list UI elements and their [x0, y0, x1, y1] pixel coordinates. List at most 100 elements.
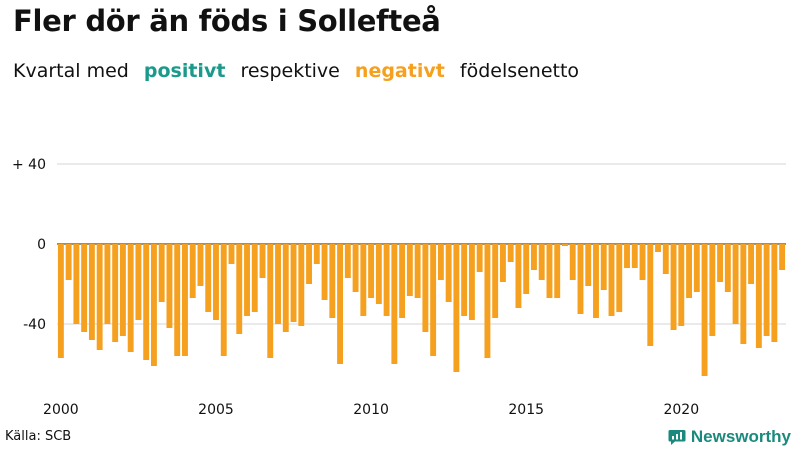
bar	[484, 244, 491, 358]
bar	[647, 244, 654, 346]
bar	[251, 244, 258, 312]
bar	[236, 244, 243, 334]
bar	[406, 244, 413, 296]
bar	[197, 244, 204, 286]
bar	[88, 244, 95, 340]
bar	[112, 244, 119, 342]
bar	[763, 244, 770, 336]
x-tick-label: 2005	[198, 402, 234, 418]
bar	[119, 244, 126, 336]
bar	[337, 244, 344, 364]
subtitle-suffix: födelsenetto	[459, 60, 580, 82]
bar	[244, 244, 250, 316]
bar	[259, 244, 266, 278]
bar	[166, 244, 173, 328]
bar	[531, 244, 537, 270]
bar	[430, 244, 437, 356]
bar	[414, 244, 421, 298]
bar	[399, 244, 406, 318]
x-tick-label: 2015	[508, 402, 544, 418]
bar	[96, 244, 103, 350]
bar	[655, 244, 661, 252]
y-tick-label: -40	[23, 317, 46, 333]
subtitle-prefix: Kvartal med	[13, 60, 129, 82]
brand-logo: Newsworthy	[668, 427, 791, 447]
bar	[267, 244, 274, 358]
bar	[507, 244, 514, 262]
y-axis-labels: + 40 0 -40	[12, 157, 46, 333]
bar	[368, 244, 375, 298]
bar	[329, 244, 336, 318]
bar	[127, 244, 134, 352]
bar	[182, 244, 188, 356]
y-tick-label: + 40	[12, 157, 46, 173]
bar	[143, 244, 150, 360]
bar	[600, 244, 607, 290]
bar	[104, 244, 111, 324]
bar	[306, 244, 312, 284]
x-tick-label: 2000	[43, 402, 79, 418]
gridlines	[57, 163, 786, 325]
bar	[476, 244, 483, 272]
bar	[73, 244, 80, 324]
bar	[461, 244, 468, 316]
bar	[437, 244, 444, 280]
bar	[740, 244, 747, 344]
x-tick-label: 2010	[353, 402, 389, 418]
newsworthy-logo-icon	[668, 429, 686, 445]
bar	[523, 244, 530, 294]
bar	[732, 244, 739, 324]
bar	[135, 244, 142, 320]
subtitle-positive-word: positivt	[143, 60, 226, 82]
bar	[65, 244, 72, 280]
bar	[779, 244, 786, 270]
subtitle-middle: respektive	[240, 60, 340, 82]
bar	[755, 244, 762, 348]
bar	[569, 244, 576, 280]
bar	[709, 244, 716, 336]
bar	[174, 244, 181, 356]
bar	[213, 244, 219, 320]
chart-subtitle: Kvartal med positivt respektive negativt…	[13, 60, 579, 82]
bar	[608, 244, 615, 316]
bar	[499, 244, 506, 282]
bar	[515, 244, 522, 308]
bar	[422, 244, 429, 332]
brand-name: Newsworthy	[690, 427, 791, 446]
bar	[662, 244, 669, 274]
bar	[693, 244, 700, 292]
bar	[445, 244, 452, 302]
bar	[150, 244, 157, 366]
bar	[724, 244, 731, 292]
bar	[453, 244, 460, 372]
bar	[81, 244, 88, 332]
bar	[771, 244, 778, 342]
bar	[282, 244, 289, 332]
bar	[686, 244, 692, 298]
bar	[290, 244, 297, 322]
bar	[391, 244, 398, 364]
bar	[383, 244, 390, 316]
bar	[360, 244, 367, 316]
bar	[717, 244, 724, 282]
bar	[546, 244, 553, 298]
bar	[624, 244, 630, 268]
bar	[670, 244, 677, 330]
bar	[492, 244, 499, 318]
bar	[228, 244, 235, 264]
bar	[748, 244, 755, 284]
subtitle-negative-word: negativt	[354, 60, 445, 82]
bars	[57, 244, 786, 376]
bar	[468, 244, 475, 320]
bar	[375, 244, 382, 304]
bar	[678, 244, 685, 326]
bar	[593, 244, 599, 318]
bar	[158, 244, 165, 302]
bar	[220, 244, 227, 356]
bar	[321, 244, 328, 300]
bar	[577, 244, 584, 314]
bar	[538, 244, 545, 280]
bar	[205, 244, 212, 312]
bar	[189, 244, 196, 298]
